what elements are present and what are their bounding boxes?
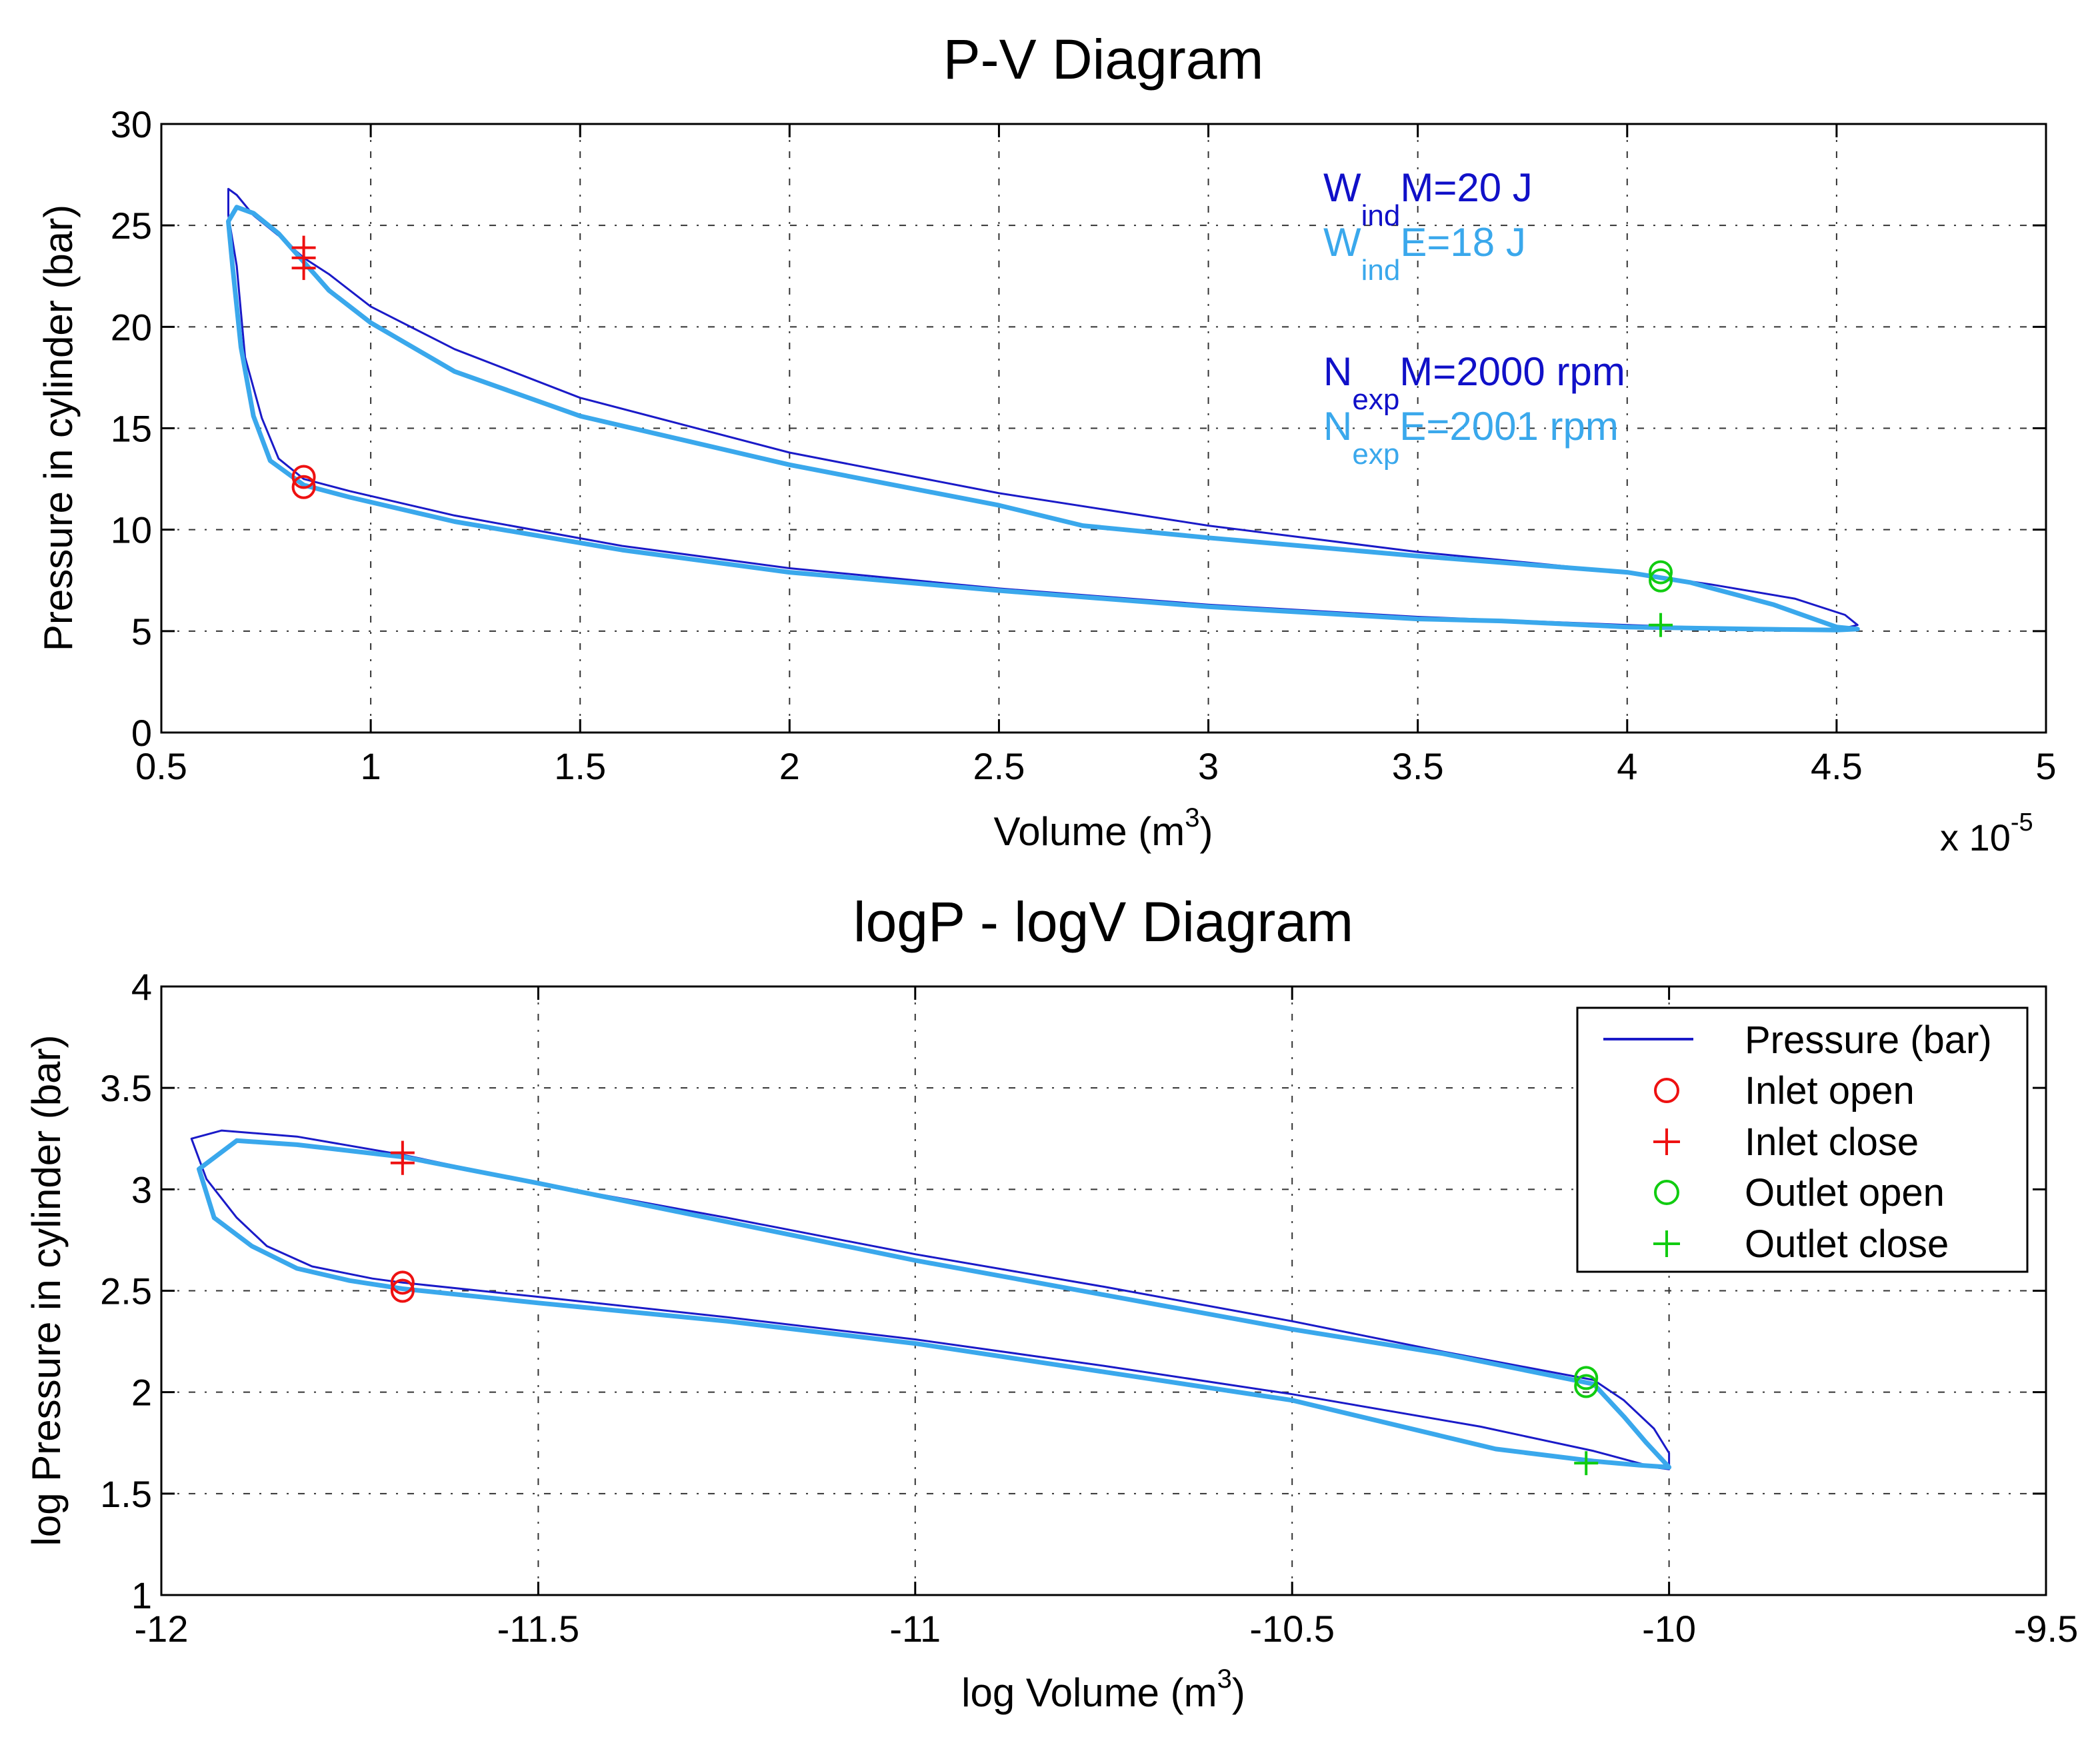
logpv-ylabel: log Pressure in cylinder (bar) xyxy=(24,1035,69,1546)
pv-chart: P-V Diagram 0.5 1 1.5 2 2.5 3 3.5 4 4.5 5 0 5 10 15 20… xyxy=(36,28,2057,859)
pv-ytick-label-3: 15 xyxy=(111,408,152,450)
pv-grid xyxy=(161,124,2046,733)
pv-xtick-label-6: 3.5 xyxy=(1392,745,1444,787)
legend-outlet-open-symbol xyxy=(1654,1180,1679,1205)
logpv-grid xyxy=(161,986,2046,1595)
lg-marker-plus-3 xyxy=(390,1150,415,1175)
pv-x-multiplier-base: x 10 xyxy=(1940,817,2011,859)
pv-xtick-label-5: 3 xyxy=(1198,745,1219,787)
logpv-legend: Pressure (bar) Inlet open Inlet close Ou… xyxy=(1576,1006,2029,1273)
logpv-xlabel-main: log Volume (m xyxy=(961,1670,1217,1715)
legend-inlet-close-symbol xyxy=(1653,1128,1680,1155)
lg-ytick-label-5: 3.5 xyxy=(100,1067,152,1109)
lg-ytick-label-4: 3 xyxy=(131,1168,152,1210)
lg-xtick-label-0: -12 xyxy=(135,1608,189,1650)
legend-outlet-close-symbol xyxy=(1653,1230,1680,1257)
pv-ytick-label-6: 30 xyxy=(111,103,152,145)
pv-annotation-n-model: NexpM=2000 rpm xyxy=(1323,349,1625,416)
pv-annotation-w-exp-sub: ind xyxy=(1361,254,1401,287)
pv-xtick-label-3: 2 xyxy=(779,745,800,787)
lg-xtick-label-4: -10 xyxy=(1642,1608,1696,1650)
legend-label-inlet-open: Inlet open xyxy=(1745,1069,1915,1112)
pv-xtick-label-7: 4 xyxy=(1617,745,1637,787)
pv-xtick-label-0: 0.5 xyxy=(135,745,187,787)
legend-label-inlet-close: Inlet close xyxy=(1745,1120,1919,1164)
lg-ytick-label-1: 1.5 xyxy=(100,1473,152,1515)
pv-annotation-n-model-text: M=2000 rpm xyxy=(1399,349,1625,394)
pv-x-multiplier: x 10-5 xyxy=(1940,809,2033,859)
pv-annotation-w-model-sub: ind xyxy=(1361,199,1401,232)
pv-xtick-label-2: 1.5 xyxy=(554,745,606,787)
pv-annotation-n-exp-base: N xyxy=(1323,404,1352,449)
logpv-plot-area xyxy=(190,1129,1672,1476)
logpv-chart: logP - logV Diagram -12 -11.5 -11 -10.5 -10-… xyxy=(24,890,2078,1715)
pv-xtick-label-9: 5 xyxy=(2035,745,2056,787)
pv-annotation-n-exp: NexpE=2001 rpm xyxy=(1323,404,1619,471)
lg-xtick-label-2: -11 xyxy=(889,1608,941,1650)
lg-marker-circle-5 xyxy=(1574,1374,1599,1398)
pv-series-experimental xyxy=(226,205,1860,633)
pv-xtick-label-8: 4.5 xyxy=(1811,745,1863,787)
pv-annotation-n-exp-text: E=2001 rpm xyxy=(1399,404,1619,449)
pv-annotation-w-model-base: W xyxy=(1323,165,1361,210)
pv-annotation-n-exp-sub: exp xyxy=(1352,438,1399,471)
pv-xlabel-sup: 3 xyxy=(1185,803,1199,833)
lg-ytick-label-0: 1 xyxy=(131,1574,152,1616)
pv-ytick-label-2: 10 xyxy=(111,509,152,551)
lg-ytick-label-3: 2.5 xyxy=(100,1270,152,1312)
logpv-xlabel-sup: 3 xyxy=(1217,1664,1232,1694)
pv-x-multiplier-exp: -5 xyxy=(2011,809,2033,837)
pv-ytick-label-1: 5 xyxy=(131,611,152,653)
lg-series-model xyxy=(190,1129,1671,1470)
pv-xlabel-main: Volume (m xyxy=(994,809,1185,854)
pv-annotation-w-model-text: M=20 J xyxy=(1400,165,1532,210)
pv-annotation-w-exp-base: W xyxy=(1323,220,1361,265)
lg-ytick-label-6: 4 xyxy=(131,966,152,1008)
lg-marker-circle-0 xyxy=(390,1270,415,1295)
lg-xtick-label-5: -9.5 xyxy=(2014,1608,2079,1650)
pv-marker-circle-0 xyxy=(291,465,316,489)
pv-annotation-w-exp-text: E=18 J xyxy=(1400,220,1525,265)
pv-title: P-V Diagram xyxy=(943,28,1264,91)
pv-marker-plus-7 xyxy=(1649,613,1673,637)
lg-marker-circle-1 xyxy=(390,1278,415,1303)
pv-xtick-label-4: 2.5 xyxy=(973,745,1025,787)
pv-xtick-label-1: 1 xyxy=(361,745,381,787)
legend-label-outlet-open: Outlet open xyxy=(1745,1171,1945,1214)
lg-ytick-label-2: 2 xyxy=(131,1372,152,1414)
pv-ytick-label-4: 20 xyxy=(111,306,152,348)
pv-ytick-label-5: 25 xyxy=(111,205,152,247)
pv-plot-area xyxy=(226,187,1860,637)
pv-marker-circle-1 xyxy=(291,475,316,499)
pv-ticks: 0.5 1 1.5 2 2.5 3 3.5 4 4.5 5 0 5 10 15 20 25 30 xyxy=(111,103,2057,787)
lg-marker-circle-4 xyxy=(1574,1366,1599,1390)
lg-marker-plus-6 xyxy=(1574,1451,1599,1476)
pv-ytick-label-0: 0 xyxy=(131,712,152,754)
pv-annotation-w-model: WindM=20 J xyxy=(1323,165,1533,232)
logpv-title: logP - logV Diagram xyxy=(853,890,1353,953)
pv-xlabel: Volume (m3) xyxy=(994,803,1213,854)
pv-annotation-w-exp: WindE=18 J xyxy=(1323,220,1526,287)
pv-marker-circle-6 xyxy=(1649,568,1673,593)
pv-annotation-n-model-base: N xyxy=(1323,349,1352,394)
pv-annotation-n-model-sub: exp xyxy=(1352,383,1399,416)
pv-marker-plus-4 xyxy=(291,256,316,281)
lg-xtick-label-3: -10.5 xyxy=(1249,1608,1335,1650)
pv-ylabel: Pressure in cylinder (bar) xyxy=(36,205,81,651)
lg-series-experimental xyxy=(197,1138,1672,1470)
pv-marker-circle-5 xyxy=(1649,560,1673,585)
pv-xlabel-end: ) xyxy=(1200,809,1213,854)
logpv-ticks: -12 -11.5 -11 -10.5 -10 -9.5 1 1.5 2 2.5 3 3.5 4 xyxy=(100,966,2078,1650)
legend-box xyxy=(1576,1006,2029,1273)
legend-label-outlet-close: Outlet close xyxy=(1745,1222,1949,1266)
legend-label-pressure: Pressure (bar) xyxy=(1745,1018,1992,1062)
logpv-xlabel: log Volume (m3) xyxy=(961,1664,1245,1715)
lg-xtick-label-1: -11.5 xyxy=(497,1608,579,1650)
legend-inlet-open-symbol xyxy=(1654,1078,1679,1103)
logpv-xlabel-end: ) xyxy=(1232,1670,1245,1715)
